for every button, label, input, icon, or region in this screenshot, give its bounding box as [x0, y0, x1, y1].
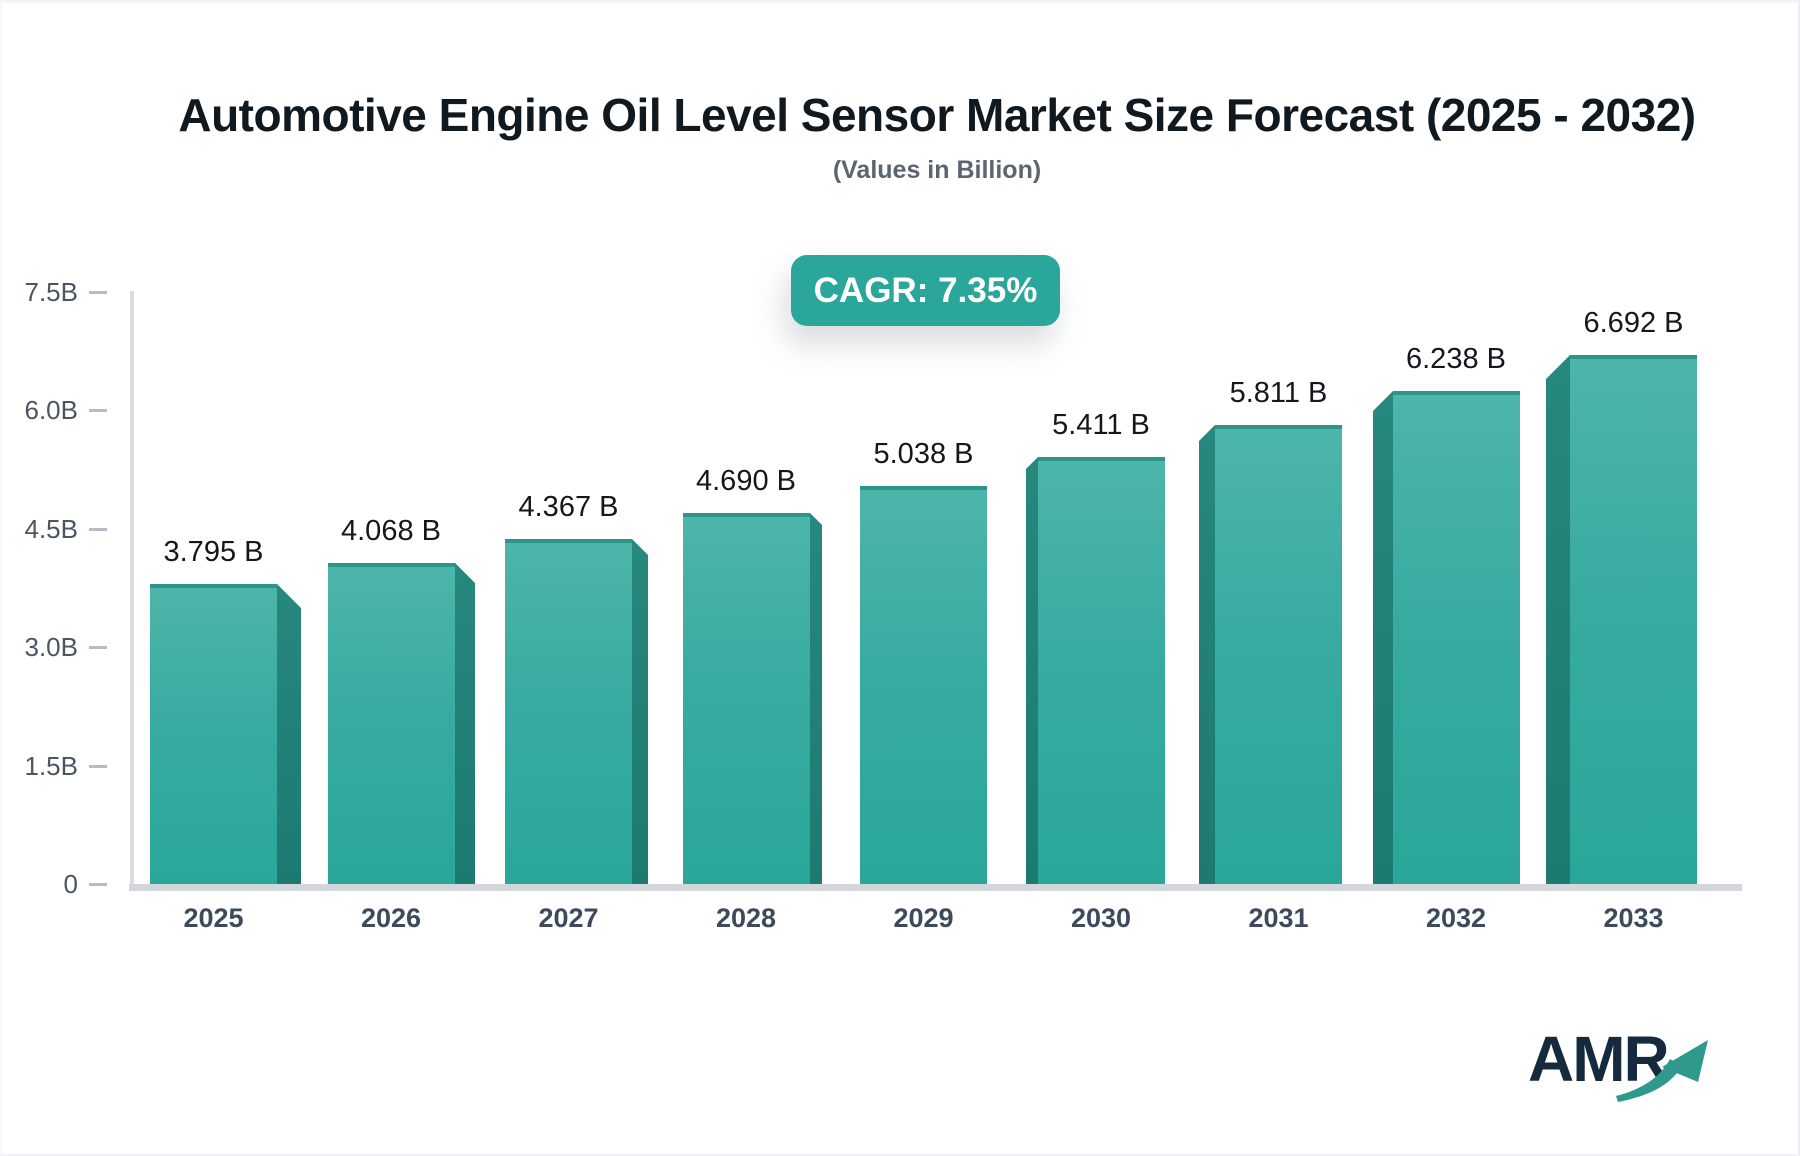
- bar-side-2032: [1373, 391, 1393, 884]
- bar-2028: [683, 513, 810, 884]
- year-label-2031: 2031: [1248, 903, 1309, 933]
- bar-2032: [1393, 391, 1520, 884]
- year-label-2028: 2028: [715, 903, 777, 933]
- y-tick-label: 7.5B: [24, 276, 79, 307]
- bar-side-2025: [277, 584, 301, 884]
- y-tick-dash: [89, 291, 107, 294]
- value-label-2032: 6.238 B: [1406, 343, 1506, 375]
- bar-side-2030: [1026, 457, 1038, 884]
- value-label-2026: 4.068 B: [341, 515, 441, 547]
- bar-2026: [328, 563, 455, 884]
- y-tick-dash: [89, 409, 107, 412]
- bar-2027: [505, 539, 632, 884]
- bar-2029: [860, 486, 987, 884]
- logo-text: AMR: [1528, 1023, 1670, 1095]
- year-label-2033: 2033: [1603, 903, 1664, 933]
- y-tick-label: 6.0B: [24, 395, 79, 425]
- y-tick-dash: [89, 646, 107, 649]
- value-label-2028: 4.690 B: [696, 465, 796, 497]
- y-tick-label: 0: [63, 869, 78, 899]
- chart-title: Automotive Engine Oil Level Sensor Marke…: [178, 89, 1696, 141]
- bar-side-2028: [810, 513, 822, 884]
- bar-side-2026: [455, 563, 475, 884]
- chart-subtitle: (Values in Billion): [832, 156, 1042, 184]
- year-label-2030: 2030: [1070, 903, 1132, 933]
- value-label-2031: 5.811 B: [1229, 377, 1328, 409]
- y-tick-dash: [89, 528, 107, 531]
- y-tick-label: 1.5B: [24, 750, 79, 781]
- year-label-2026: 2026: [360, 903, 422, 933]
- bar-2025: [150, 584, 277, 884]
- value-label-2025: 3.795 B: [163, 536, 264, 568]
- year-label-2025: 2025: [183, 903, 244, 933]
- chart-header: Automotive Engine Oil Level Sensor Marke…: [132, 88, 1742, 185]
- y-axis-line: [130, 291, 134, 884]
- year-label-2032: 2032: [1425, 903, 1487, 933]
- x-axis-baseline: [129, 884, 1742, 891]
- value-label-2033: 6.692 B: [1583, 307, 1684, 339]
- bar-side-2033: [1546, 355, 1570, 884]
- year-label-2027: 2027: [538, 903, 599, 933]
- bar-2031: [1215, 425, 1342, 884]
- value-label-2029: 5.038 B: [873, 438, 974, 470]
- bar-2030: [1038, 457, 1165, 884]
- y-tick-label: 4.5B: [24, 513, 79, 544]
- bar-side-2031: [1199, 425, 1215, 884]
- trend-arrow-icon: [1616, 1040, 1708, 1102]
- amr-logo: AMR: [1528, 1022, 1738, 1122]
- cagr-badge: CAGR: 7.35%: [791, 255, 1060, 326]
- y-tick-dash: [89, 765, 107, 768]
- value-label-2027: 4.367 B: [518, 491, 619, 523]
- year-label-2029: 2029: [893, 903, 954, 933]
- bar-side-2027: [632, 539, 648, 884]
- y-tick-label: 3.0B: [24, 632, 79, 662]
- y-tick-dash: [89, 883, 107, 886]
- bar-2033: [1570, 355, 1697, 884]
- value-label-2030: 5.411 B: [1052, 409, 1150, 441]
